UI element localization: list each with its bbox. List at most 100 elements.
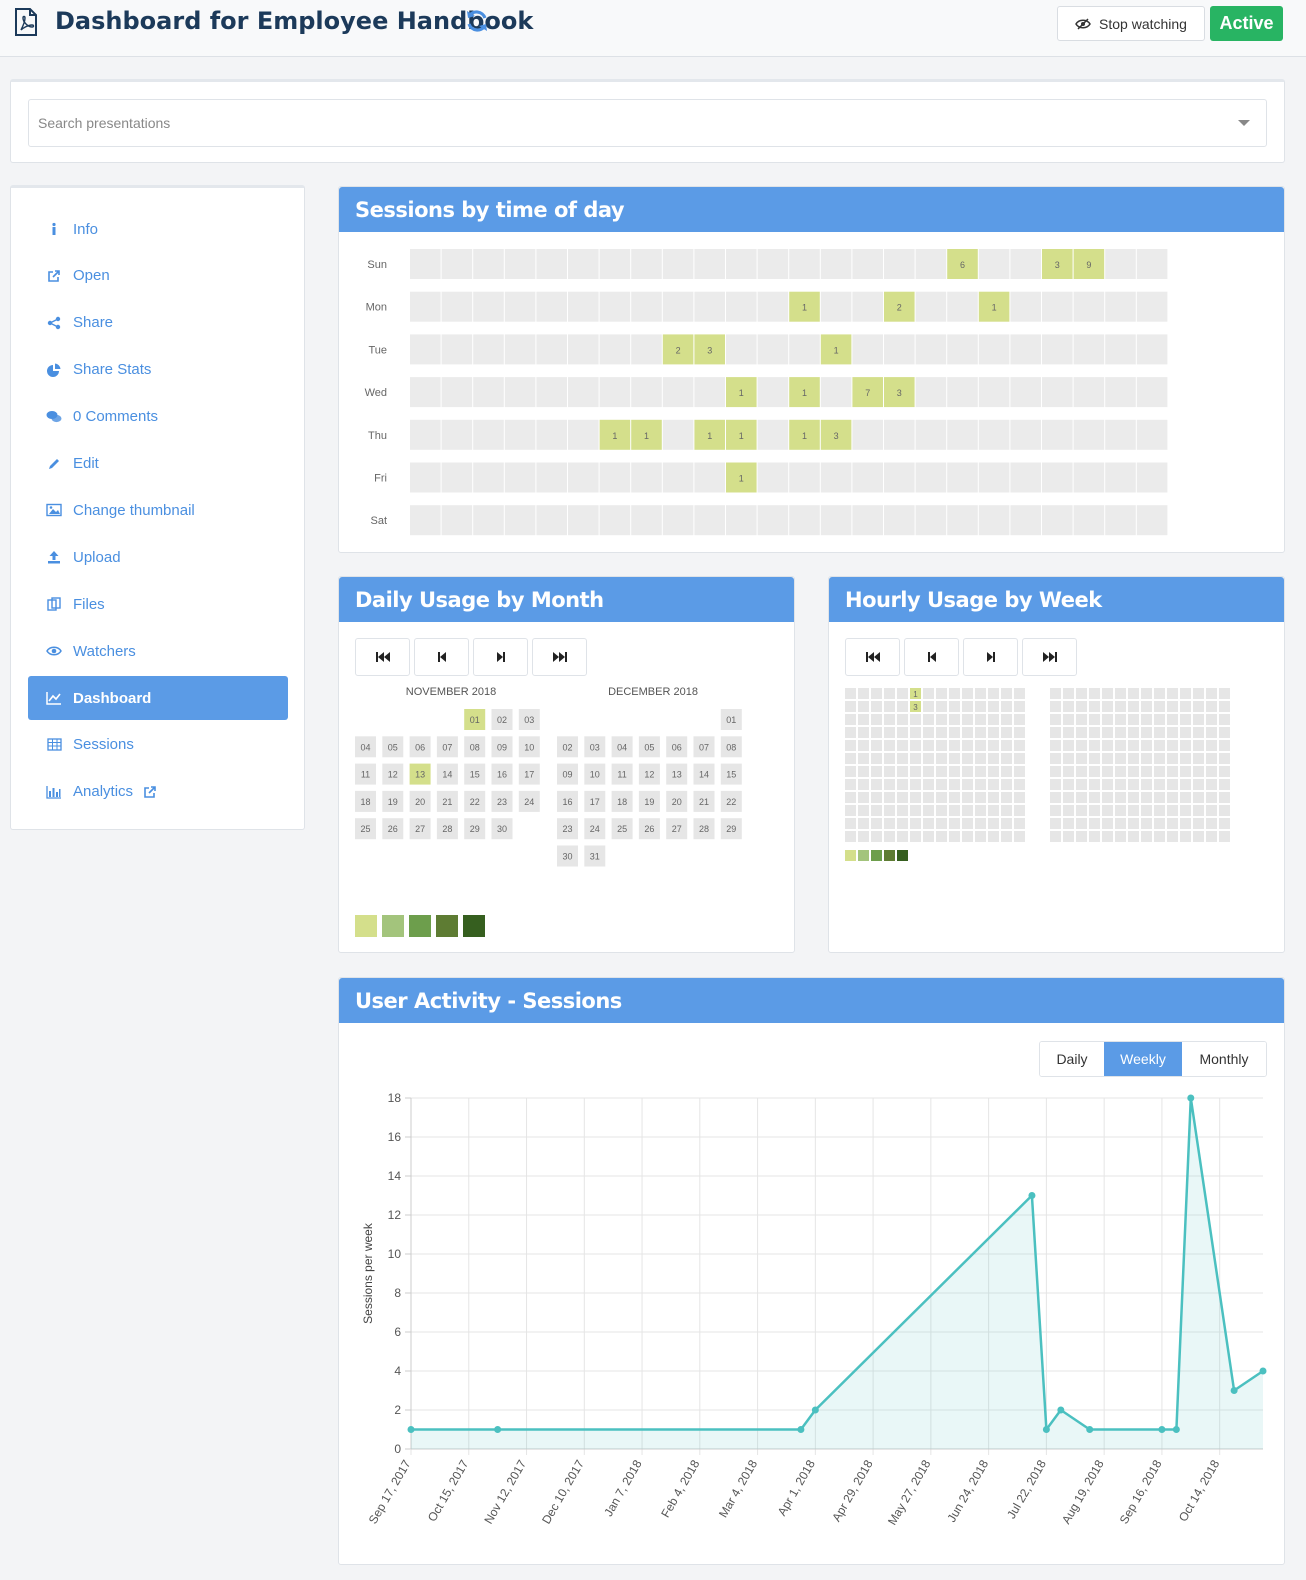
calendar-day[interactable] <box>693 818 715 840</box>
calendar-day[interactable] <box>720 790 742 812</box>
heatmap-cell[interactable] <box>789 419 820 450</box>
calendar-day[interactable] <box>666 790 688 812</box>
calendar-day[interactable] <box>693 763 715 785</box>
next-button[interactable] <box>473 638 528 676</box>
prev-button[interactable] <box>904 638 959 676</box>
calendar-day[interactable] <box>557 763 578 785</box>
calendar-day[interactable] <box>491 709 513 730</box>
data-point[interactable] <box>1057 1406 1065 1414</box>
calendar-day[interactable] <box>355 763 376 785</box>
sidebar-item-upload[interactable]: Upload <box>28 535 288 579</box>
calendar-day[interactable] <box>464 736 486 758</box>
week-cell[interactable] <box>910 701 921 712</box>
first-button[interactable] <box>355 638 410 676</box>
data-point[interactable] <box>1259 1367 1267 1375</box>
calendar-day[interactable] <box>638 736 660 758</box>
data-point[interactable] <box>1158 1426 1166 1433</box>
data-point[interactable] <box>1086 1426 1094 1433</box>
calendar-day[interactable] <box>436 763 458 785</box>
heatmap-cell[interactable] <box>1073 249 1105 279</box>
calendar-day[interactable] <box>491 790 513 812</box>
calendar-day[interactable] <box>584 736 606 758</box>
calendar-day[interactable] <box>409 763 431 785</box>
calendar-day[interactable] <box>611 818 633 840</box>
sidebar-item-analytics[interactable]: Analytics <box>28 770 288 814</box>
sidebar-item-watchers[interactable]: Watchers <box>28 629 288 673</box>
next-button[interactable] <box>963 638 1018 676</box>
calendar-day[interactable] <box>557 736 578 758</box>
calendar-day[interactable] <box>464 818 486 840</box>
calendar-day[interactable] <box>611 790 633 812</box>
calendar-day[interactable] <box>611 763 633 785</box>
calendar-day[interactable] <box>464 763 486 785</box>
sidebar-item-0-comments[interactable]: 0 Comments <box>28 395 288 439</box>
data-point[interactable] <box>797 1426 805 1433</box>
calendar-day[interactable] <box>557 790 578 812</box>
calendar-day[interactable] <box>382 736 404 758</box>
calendar-day[interactable] <box>693 790 715 812</box>
sidebar-item-info[interactable]: Info <box>28 207 288 251</box>
calendar-day[interactable] <box>355 790 376 812</box>
calendar-day[interactable] <box>638 763 660 785</box>
calendar-day[interactable] <box>382 818 404 840</box>
heatmap-cell[interactable] <box>884 377 915 408</box>
week-cell[interactable] <box>910 688 921 699</box>
stop-watching-button[interactable]: Stop watching <box>1057 6 1205 41</box>
heatmap-cell[interactable] <box>820 419 852 450</box>
calendar-day[interactable] <box>436 736 458 758</box>
sidebar-item-files[interactable]: Files <box>28 582 288 626</box>
sidebar-item-edit[interactable]: Edit <box>28 442 288 486</box>
calendar-day[interactable] <box>518 790 540 812</box>
heatmap-cell[interactable] <box>789 291 820 322</box>
sidebar-item-change-thumbnail[interactable]: Change thumbnail <box>28 488 288 532</box>
calendar-day[interactable] <box>382 763 404 785</box>
calendar-day[interactable] <box>491 818 513 840</box>
heatmap-cell[interactable] <box>820 334 852 365</box>
sidebar-item-share[interactable]: Share <box>28 301 288 345</box>
tab-monthly[interactable]: Monthly <box>1182 1042 1266 1076</box>
data-point[interactable] <box>811 1406 819 1414</box>
heatmap-cell[interactable] <box>1042 249 1073 279</box>
heatmap-cell[interactable] <box>726 419 757 450</box>
calendar-day[interactable] <box>382 790 404 812</box>
data-point[interactable] <box>1187 1094 1195 1102</box>
sidebar-item-open[interactable]: Open <box>28 254 288 298</box>
calendar-day[interactable] <box>720 709 742 730</box>
calendar-day[interactable] <box>666 818 688 840</box>
heatmap-cell[interactable] <box>852 377 883 408</box>
heatmap-cell[interactable] <box>631 419 662 450</box>
heatmap-cell[interactable] <box>662 334 694 365</box>
data-point[interactable] <box>1028 1192 1036 1199</box>
chevron-down-icon[interactable] <box>1238 120 1250 126</box>
calendar-day[interactable] <box>584 790 606 812</box>
heatmap-cell[interactable] <box>789 377 820 408</box>
heatmap-cell[interactable] <box>947 249 978 279</box>
calendar-day[interactable] <box>720 763 742 785</box>
heatmap-cell[interactable] <box>978 291 1010 322</box>
calendar-day[interactable] <box>584 818 606 840</box>
calendar-day[interactable] <box>491 736 513 758</box>
first-button[interactable] <box>845 638 900 676</box>
calendar-day[interactable] <box>611 736 633 758</box>
prev-button[interactable] <box>414 638 469 676</box>
calendar-day[interactable] <box>557 845 578 867</box>
calendar-day[interactable] <box>518 736 540 758</box>
heatmap-cell[interactable] <box>884 291 915 322</box>
calendar-day[interactable] <box>557 818 578 840</box>
refresh-icon[interactable] <box>464 8 490 34</box>
calendar-day[interactable] <box>638 790 660 812</box>
calendar-day[interactable] <box>491 763 513 785</box>
data-point[interactable] <box>1172 1426 1180 1433</box>
data-point[interactable] <box>1042 1426 1050 1433</box>
calendar-day[interactable] <box>355 736 376 758</box>
status-badge[interactable]: Active <box>1210 6 1283 41</box>
calendar-day[interactable] <box>518 709 540 730</box>
calendar-day[interactable] <box>720 736 742 758</box>
calendar-day[interactable] <box>666 763 688 785</box>
calendar-day[interactable] <box>409 736 431 758</box>
data-point[interactable] <box>1230 1387 1238 1394</box>
calendar-day[interactable] <box>584 763 606 785</box>
sidebar-item-share-stats[interactable]: Share Stats <box>28 348 288 392</box>
tab-daily[interactable]: Daily <box>1040 1042 1104 1076</box>
heatmap-cell[interactable] <box>726 377 757 408</box>
